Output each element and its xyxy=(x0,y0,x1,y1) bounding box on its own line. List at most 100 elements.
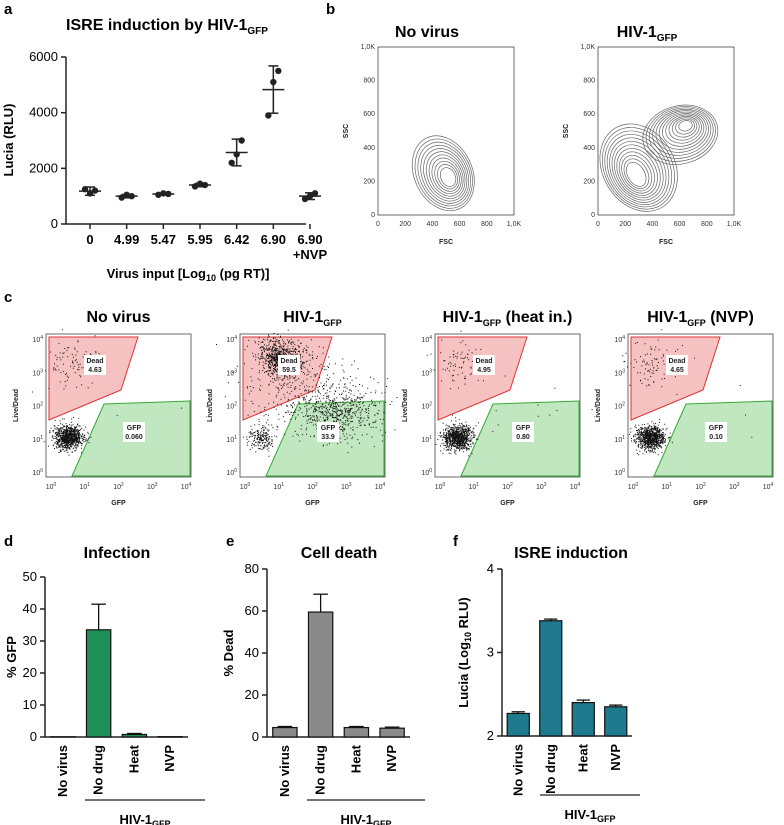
dead-label: Dead xyxy=(475,358,492,365)
y-tick-label: 100 xyxy=(32,468,43,477)
x-axis-label: GFP xyxy=(693,500,708,507)
y-tick-label: 100 xyxy=(614,468,625,477)
data-point xyxy=(155,191,162,198)
dead-label-box xyxy=(278,355,300,375)
tick-exp: 3 xyxy=(544,482,547,488)
flow-plot-4: HIV-1GFP (NVP)Dead4.65GFP0.1010010010110… xyxy=(595,309,774,507)
x-tick-label: 400 xyxy=(427,221,439,228)
event-dots xyxy=(426,330,593,457)
tick-base: 10 xyxy=(79,484,87,491)
y-tick-label: 10 xyxy=(23,697,37,712)
y-tick-label: 102 xyxy=(32,402,43,411)
contour-line xyxy=(414,138,473,209)
contour-line xyxy=(420,145,470,204)
tick-base: 10 xyxy=(113,484,121,491)
x-tick-label: 0 xyxy=(596,221,600,228)
contour-line xyxy=(425,151,466,199)
panel-label-a: a xyxy=(4,1,13,18)
contour-line xyxy=(439,167,457,187)
tick-exp: 1 xyxy=(476,482,479,488)
y-label-tail: RLU) xyxy=(456,597,471,632)
panel-a-data xyxy=(79,65,321,203)
y-tick-label: 3 xyxy=(487,645,494,660)
x-tick-label: 101 xyxy=(273,482,284,491)
x-tick-label: 100 xyxy=(240,482,251,491)
x-tick-label-line2: +NVP xyxy=(293,247,328,262)
group-label-sub: GFP xyxy=(152,819,171,825)
tick-base: 10 xyxy=(226,470,234,477)
gfp-label: GFP xyxy=(709,425,724,432)
x-tick-label: 101 xyxy=(468,482,479,491)
dead-value: 4.95 xyxy=(477,367,491,374)
x-tick-label: No virus xyxy=(55,745,70,797)
y-axis-label: Live/Dead xyxy=(402,389,409,422)
panel-a-y-axis: 0 2000 4000 6000 xyxy=(29,49,67,231)
tick-exp: 2 xyxy=(315,482,318,488)
contour-line xyxy=(616,148,658,196)
tick-exp: 4 xyxy=(622,335,625,341)
group-label-sub: GFP xyxy=(597,814,616,824)
tick-base: 10 xyxy=(614,404,622,411)
dead-label: Dead xyxy=(280,358,297,365)
x-tick-label: Heat xyxy=(575,743,590,772)
title-sub: GFP xyxy=(483,318,502,328)
y-tick-label: 200 xyxy=(583,178,595,185)
y-label-main: Lucia (Log xyxy=(456,642,471,708)
x-tick-label: NVP xyxy=(162,745,177,772)
gfp-value: 0.060 xyxy=(125,434,143,441)
panel-label-e: e xyxy=(226,533,234,550)
tick-base: 10 xyxy=(729,484,737,491)
gfp-value: 33.9 xyxy=(321,434,335,441)
y-tick-label: 30 xyxy=(23,633,37,648)
data-point xyxy=(123,191,130,198)
tick-exp: 4 xyxy=(771,482,774,488)
flow-plot-1: No virusDead4.63GFP0.0601001001011011021… xyxy=(13,309,192,507)
x-tick-label: 1,0K xyxy=(727,221,742,228)
gfp-label-box xyxy=(317,422,339,442)
contour-line xyxy=(658,111,707,150)
bar-nvp xyxy=(379,727,405,738)
y-tick-label: 103 xyxy=(614,368,625,377)
tick-base: 10 xyxy=(226,437,234,444)
chart-title: ISRE induction xyxy=(514,545,628,562)
tick-exp: 4 xyxy=(234,335,237,341)
y-tick-label: 102 xyxy=(614,402,625,411)
y-tick-label: 600 xyxy=(583,111,595,118)
dead-gate xyxy=(242,336,333,421)
contour-line xyxy=(642,104,719,165)
data-point xyxy=(311,190,319,197)
title-main: HIV-1 xyxy=(443,309,483,326)
contour-line xyxy=(618,151,655,194)
contour-line xyxy=(411,135,475,212)
y-axis-label: Live/Dead xyxy=(207,389,214,422)
x-tick-label: No drug xyxy=(543,744,558,794)
panel-b-plots: 0 200 400 600 800 1,0K 0 200 400 600 800 1,0K FSC SSC… xyxy=(343,44,742,246)
y-axis-label: Live/Dead xyxy=(595,389,602,422)
y-tick-label: 40 xyxy=(245,645,259,660)
data-point xyxy=(81,186,89,193)
panel-e: Cell death 0 20 40 60 80 % Dead No virus No drug… xyxy=(221,545,425,825)
contour-plot-2: 0 200 400 600 800 1,0K 0 200 400 600 800 1,0K FSC SSC xyxy=(563,44,742,246)
x-tick-label: 104 xyxy=(570,482,581,491)
x-tick-label: Heat xyxy=(348,744,363,773)
dead-value: 59.5 xyxy=(282,367,296,374)
panel-b-title-1: No virus xyxy=(395,24,459,41)
tick-base: 10 xyxy=(763,484,771,491)
tick-base: 10 xyxy=(536,484,544,491)
title-sub: GFP xyxy=(687,318,706,328)
data-point xyxy=(301,195,309,203)
tick-exp: 1 xyxy=(40,435,43,441)
tick-base: 10 xyxy=(32,437,40,444)
dead-value: 4.65 xyxy=(670,367,684,374)
gfp-label-box xyxy=(123,422,145,442)
y-tick-label: 101 xyxy=(226,435,237,444)
bar-heat xyxy=(571,701,595,737)
tick-base: 10 xyxy=(614,370,622,377)
tick-exp: 0 xyxy=(234,468,237,474)
x-tick-label: 5.95 xyxy=(187,232,212,247)
tick-base: 10 xyxy=(181,484,189,491)
tick-exp: 2 xyxy=(429,402,432,408)
tick-base: 10 xyxy=(147,484,155,491)
x-tick-label: 100 xyxy=(628,482,639,491)
x-axis-label: FSC xyxy=(659,239,673,246)
